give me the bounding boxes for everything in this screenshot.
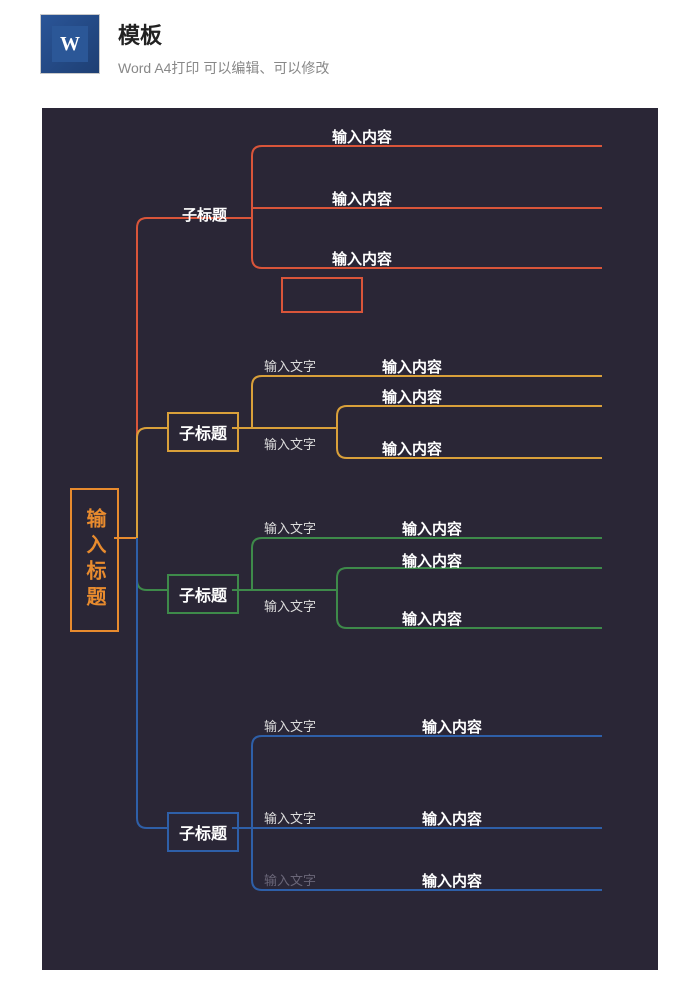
- text-2-2: 输入文字: [264, 434, 316, 453]
- content-3-1: 输入内容: [402, 518, 462, 539]
- connector-lines: [42, 108, 658, 970]
- content-2-1: 输入内容: [382, 356, 442, 377]
- word-icon-letter: W: [52, 26, 88, 62]
- content-2-3: 输入内容: [382, 438, 442, 459]
- content-1-3: 输入内容: [332, 248, 392, 269]
- sub-label-1: 子标题: [182, 204, 227, 225]
- text-3-1: 输入文字: [264, 518, 316, 537]
- sub-box-4: 子标题: [167, 812, 239, 852]
- header: W 模板 Word A4打印 可以编辑、可以修改: [0, 0, 700, 78]
- mindmap-canvas: 输入标题 子标题 输入内容 输入内容 输入内容 子标题 输入文字 输入内容 输入…: [42, 108, 658, 970]
- content-4-1: 输入内容: [422, 716, 482, 737]
- page-title: 模板: [118, 18, 329, 50]
- text-4-3: 输入文字: [264, 870, 316, 889]
- sub-box-2: 子标题: [167, 412, 239, 452]
- page-subtitle: Word A4打印 可以编辑、可以修改: [118, 58, 329, 78]
- content-3-2: 输入内容: [402, 550, 462, 571]
- content-1-2: 输入内容: [332, 188, 392, 209]
- word-file-icon: W: [40, 14, 100, 74]
- root-node: 输入标题: [70, 488, 119, 632]
- content-4-2: 输入内容: [422, 808, 482, 829]
- text-4-1: 输入文字: [264, 716, 316, 735]
- content-2-2: 输入内容: [382, 386, 442, 407]
- content-4-3: 输入内容: [422, 870, 482, 891]
- content-3-3: 输入内容: [402, 608, 462, 629]
- text-3-2: 输入文字: [264, 596, 316, 615]
- text-4-2: 输入文字: [264, 808, 316, 827]
- header-text: 模板 Word A4打印 可以编辑、可以修改: [118, 14, 329, 78]
- content-1-1: 输入内容: [332, 126, 392, 147]
- sub-box-3: 子标题: [167, 574, 239, 614]
- text-2-1: 输入文字: [264, 356, 316, 375]
